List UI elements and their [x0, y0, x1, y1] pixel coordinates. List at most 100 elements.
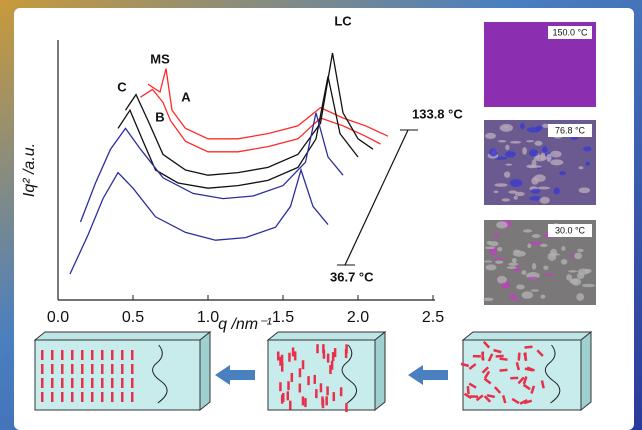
chain-segment	[121, 378, 124, 388]
chain-segment	[51, 350, 54, 360]
chain-segment	[91, 350, 94, 360]
texture	[561, 259, 567, 265]
chain-segment	[71, 350, 74, 360]
texture	[540, 197, 550, 204]
texture	[496, 221, 507, 228]
chain-segment	[121, 392, 124, 402]
chain-segment	[302, 360, 305, 369]
page: {"chart_data": {"type": "line", "x_label…	[0, 0, 642, 430]
chain-segment	[315, 389, 318, 398]
chain-segment	[41, 350, 44, 360]
chain-segment	[316, 344, 319, 353]
texture	[497, 247, 502, 251]
chain-segment	[314, 375, 317, 384]
texture	[584, 269, 591, 273]
chain-segment	[345, 403, 348, 412]
chain-segment	[91, 392, 94, 402]
texture	[576, 293, 584, 301]
box-side	[200, 332, 210, 410]
chain-segment	[291, 373, 294, 382]
texture	[543, 265, 548, 269]
chain-segment	[322, 344, 325, 353]
chain-segment	[61, 378, 64, 388]
annotation: 133.8 °C	[412, 106, 463, 121]
texture	[574, 253, 582, 260]
texture	[566, 274, 572, 280]
texture	[495, 183, 508, 187]
texture	[532, 263, 536, 270]
chain-segment	[51, 392, 54, 402]
x-axis-label: q /nm⁻¹	[218, 316, 272, 333]
box-top	[463, 332, 591, 340]
chain-segment	[61, 364, 64, 374]
chain-segment	[71, 364, 74, 374]
annotation: A	[181, 89, 191, 104]
texture	[523, 229, 532, 232]
chain-segment	[131, 350, 134, 360]
annotation: 36.7 °C	[330, 269, 374, 284]
texture	[542, 146, 548, 153]
box-top	[268, 332, 385, 340]
texture	[512, 258, 517, 263]
texture	[559, 171, 566, 175]
texture	[521, 270, 526, 275]
chain-segment	[281, 363, 284, 372]
chain-segment	[41, 364, 44, 374]
chain-segment	[329, 365, 332, 374]
chain-segment	[327, 354, 330, 363]
texture	[550, 151, 562, 158]
chain-segment	[304, 398, 307, 407]
x-tick-label: 0.0	[47, 309, 69, 326]
chain-segment	[131, 378, 134, 388]
texture	[505, 145, 509, 151]
x-tick-label: 0.5	[122, 309, 144, 326]
texture	[484, 261, 493, 263]
chain-segment	[101, 350, 104, 360]
chain-segment	[524, 352, 527, 360]
chain-segment	[288, 353, 291, 362]
texture	[561, 246, 565, 251]
x-tick-label: 2.0	[347, 309, 369, 326]
chain-segment	[299, 383, 302, 392]
chain-segment	[81, 350, 84, 360]
texture	[577, 249, 583, 252]
texture	[531, 189, 541, 194]
chain-segment	[91, 378, 94, 388]
chain-segment	[41, 392, 44, 402]
box-front	[35, 340, 200, 410]
chain-segment	[41, 378, 44, 388]
texture	[501, 283, 511, 289]
texture	[568, 270, 577, 272]
texture	[540, 295, 545, 299]
texture	[489, 241, 498, 246]
chain-segment	[121, 350, 124, 360]
chain-segment	[91, 364, 94, 374]
chain-segment	[299, 368, 302, 377]
texture	[505, 164, 512, 166]
chain-segment	[51, 364, 54, 374]
texture	[517, 300, 521, 302]
figure: q /nm⁻¹ Iq² /a.u. 0.00.51.01.52.02.5MSLC…	[0, 0, 642, 430]
chain-segment	[71, 378, 74, 388]
chain-segment	[111, 378, 114, 388]
x-tick-label: 1.5	[272, 309, 294, 326]
chain-segment	[287, 391, 290, 400]
chain-segment	[131, 364, 134, 374]
box-side	[581, 332, 591, 410]
micrograph-label: 150.0 °C	[552, 27, 588, 37]
texture	[497, 276, 507, 284]
chain-segment	[281, 355, 284, 364]
texture	[515, 192, 525, 196]
texture	[516, 284, 525, 289]
texture	[520, 123, 525, 129]
texture	[569, 254, 574, 257]
texture	[522, 147, 527, 155]
texture	[510, 141, 521, 144]
texture	[571, 278, 581, 285]
chain-segment	[279, 382, 282, 391]
chain-segment	[302, 396, 305, 405]
chain-segment	[111, 364, 114, 374]
texture	[554, 187, 560, 194]
chain-segment	[71, 392, 74, 402]
chain-segment	[61, 350, 64, 360]
